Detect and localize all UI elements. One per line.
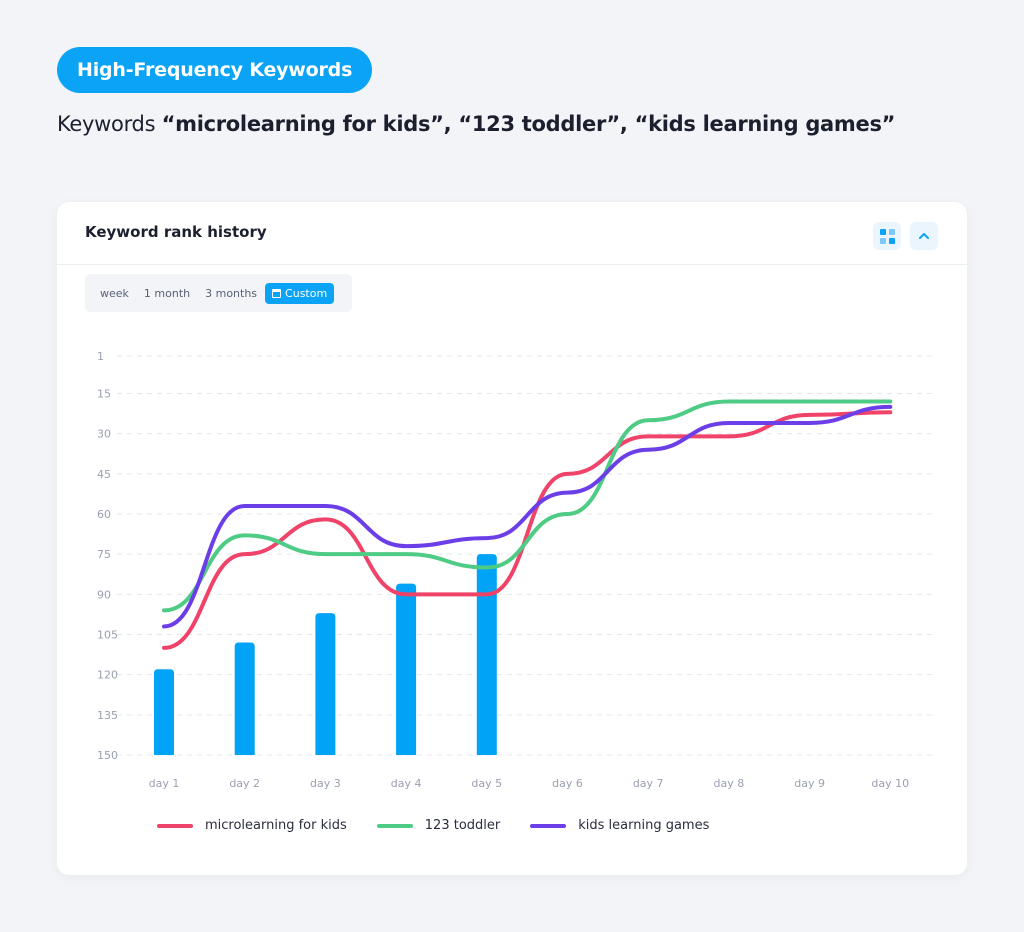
collapse-button[interactable] bbox=[910, 222, 938, 250]
chart-legend: microlearning for kids 123 toddler kids … bbox=[157, 818, 739, 833]
y-tick-label: 75 bbox=[97, 548, 111, 561]
legend-item-kids-learning-games[interactable]: kids learning games bbox=[530, 818, 709, 833]
y-tick-label: 45 bbox=[97, 468, 111, 481]
legend-item-123-toddler[interactable]: 123 toddler bbox=[376, 818, 501, 833]
legend-label: kids learning games bbox=[578, 818, 710, 833]
subtitle-prefix: Keywords bbox=[57, 112, 162, 136]
rank-bar bbox=[396, 583, 417, 755]
rank-history-chart: 1 15 30 45 60 75 90 105 120 135 150 day 1 day 2 day 3… bbox=[97, 350, 937, 790]
card-title: Keyword rank history bbox=[85, 223, 267, 241]
range-custom-label: Custom bbox=[285, 286, 328, 300]
rank-bar bbox=[315, 613, 336, 755]
range-custom[interactable]: Custom bbox=[265, 282, 335, 304]
y-tick-label: 1 bbox=[97, 350, 104, 363]
y-tick-label: 105 bbox=[97, 628, 118, 641]
x-tick-label: day 2 bbox=[229, 777, 260, 790]
y-tick-label: 60 bbox=[97, 508, 111, 521]
y-tick-label: 90 bbox=[97, 588, 111, 601]
y-tick-label: 135 bbox=[97, 709, 118, 722]
keyword-rank-history-card: Keyword rank history week 1 month 3 mont… bbox=[57, 202, 967, 875]
time-range-selector: week 1 month 3 months Custom bbox=[85, 274, 352, 312]
x-tick-label: day 8 bbox=[714, 777, 745, 790]
range-1-month[interactable]: 1 month bbox=[143, 286, 191, 300]
x-tick-label: day 3 bbox=[310, 777, 341, 790]
x-tick-label: day 9 bbox=[794, 777, 825, 790]
rank-bar bbox=[234, 642, 255, 755]
grid-view-icon bbox=[879, 228, 895, 244]
legend-item-microlearning[interactable]: microlearning for kids bbox=[157, 818, 347, 833]
y-tick-label: 15 bbox=[97, 387, 111, 400]
series-line bbox=[162, 399, 893, 613]
chevron-up-icon bbox=[919, 233, 929, 239]
series-line bbox=[162, 410, 893, 650]
legend-swatch bbox=[157, 823, 193, 828]
range-3-months[interactable]: 3 months bbox=[205, 286, 258, 300]
legend-swatch bbox=[530, 823, 567, 828]
y-tick-label: 120 bbox=[97, 669, 118, 682]
calendar-icon bbox=[272, 288, 282, 298]
x-tick-label: day 6 bbox=[552, 777, 583, 790]
range-week[interactable]: week bbox=[100, 286, 129, 300]
series-line bbox=[162, 404, 893, 629]
x-tick-label: day 1 bbox=[149, 777, 180, 790]
high-frequency-keywords-badge: High-Frequency Keywords bbox=[57, 47, 373, 93]
legend-swatch bbox=[376, 823, 413, 828]
rank-bar bbox=[154, 669, 174, 755]
subtitle-keywords: “microlearning for kids”, “123 toddler”,… bbox=[161, 112, 896, 136]
card-header: Keyword rank history bbox=[57, 202, 967, 265]
y-tick-label: 30 bbox=[97, 428, 111, 441]
legend-label: microlearning for kids bbox=[205, 818, 347, 833]
rank-bar bbox=[476, 554, 497, 755]
x-tick-label: day 5 bbox=[471, 777, 502, 790]
y-tick-label: 150 bbox=[97, 749, 118, 762]
x-tick-label: day 10 bbox=[871, 777, 909, 790]
legend-label: 123 toddler bbox=[424, 818, 501, 833]
x-tick-label: day 7 bbox=[633, 777, 664, 790]
x-tick-label: day 4 bbox=[391, 777, 422, 790]
grid-view-button[interactable] bbox=[873, 222, 901, 250]
keywords-subtitle: Keywords “microlearning for kids”, “123 … bbox=[57, 112, 895, 136]
